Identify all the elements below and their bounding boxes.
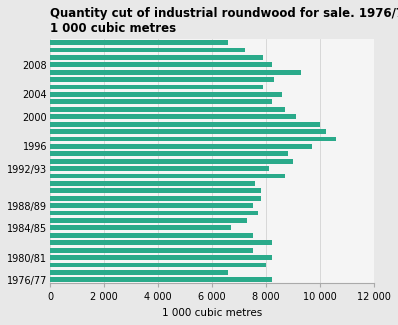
- Bar: [50, 166, 269, 171]
- Bar: [50, 218, 247, 223]
- Bar: [50, 233, 253, 238]
- Bar: [50, 144, 312, 149]
- Bar: [50, 277, 271, 282]
- Bar: [50, 40, 228, 45]
- Bar: [50, 263, 266, 267]
- Text: Quantity cut of industrial roundwood for sale. 1976/77-2010*.
1 000 cubic metres: Quantity cut of industrial roundwood for…: [50, 7, 398, 35]
- Bar: [50, 84, 263, 89]
- Bar: [50, 122, 320, 126]
- Bar: [50, 136, 336, 141]
- Bar: [50, 92, 282, 97]
- Bar: [50, 159, 293, 163]
- Bar: [50, 70, 301, 75]
- Bar: [50, 55, 263, 60]
- Bar: [50, 248, 253, 253]
- Bar: [50, 255, 271, 260]
- Bar: [50, 47, 244, 52]
- Bar: [50, 77, 274, 82]
- Bar: [50, 107, 285, 112]
- Bar: [50, 240, 271, 245]
- Bar: [50, 211, 258, 215]
- Bar: [50, 203, 253, 208]
- Bar: [50, 174, 285, 178]
- Bar: [50, 196, 261, 201]
- Bar: [50, 114, 296, 119]
- Bar: [50, 129, 326, 134]
- Bar: [50, 151, 288, 156]
- Bar: [50, 270, 228, 275]
- X-axis label: 1 000 cubic metres: 1 000 cubic metres: [162, 308, 262, 318]
- Bar: [50, 99, 271, 104]
- Bar: [50, 226, 231, 230]
- Bar: [50, 62, 271, 67]
- Bar: [50, 188, 261, 193]
- Bar: [50, 181, 255, 186]
